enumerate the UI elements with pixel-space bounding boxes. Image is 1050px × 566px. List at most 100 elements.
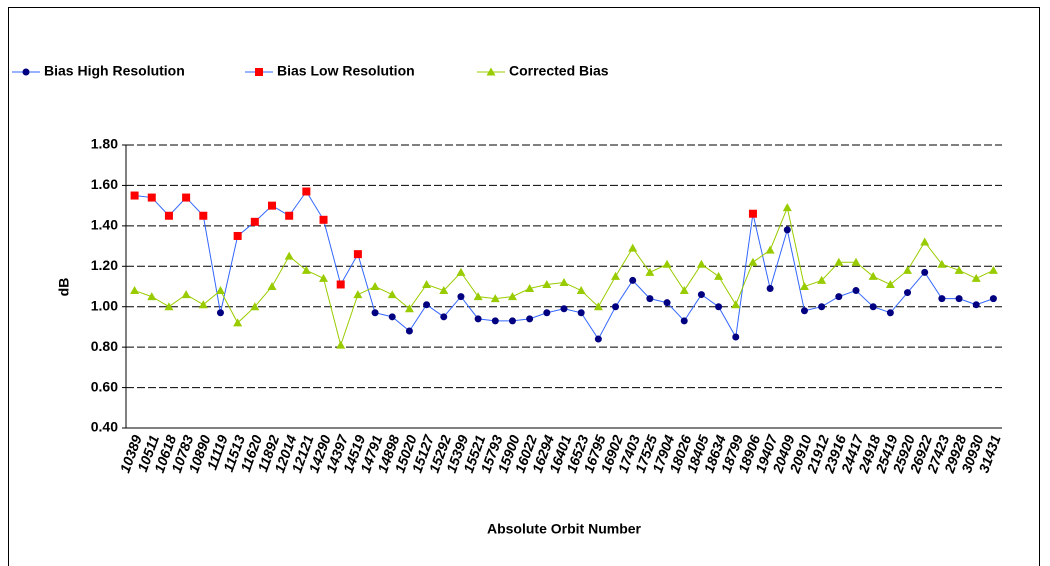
point [748, 209, 757, 218]
point [612, 303, 620, 311]
point [147, 193, 156, 202]
point [353, 290, 363, 299]
point [852, 287, 860, 295]
point [284, 251, 294, 260]
point [628, 243, 638, 252]
point [868, 271, 878, 280]
point [885, 279, 895, 288]
point [869, 303, 877, 311]
point [268, 201, 276, 210]
point [679, 286, 689, 295]
point [130, 286, 140, 295]
point [714, 271, 724, 280]
chart-border [8, 7, 1040, 566]
point [593, 302, 603, 311]
point [216, 309, 224, 317]
point [765, 245, 775, 254]
y-axis-title: dB [56, 278, 72, 297]
point [164, 211, 173, 220]
point [215, 286, 225, 295]
point [937, 259, 947, 268]
point [439, 286, 449, 295]
point [920, 237, 930, 246]
point [267, 282, 277, 290]
legend-label: Bias High Resolution [44, 63, 185, 79]
point [353, 250, 362, 259]
point [456, 267, 466, 276]
point [662, 259, 672, 268]
point [474, 315, 482, 323]
y-tick-label: 1.80 [91, 136, 118, 152]
point [181, 290, 191, 299]
point [972, 301, 980, 309]
point [250, 302, 260, 311]
point [526, 315, 534, 323]
point [954, 265, 964, 274]
point [834, 257, 844, 266]
point [423, 301, 431, 309]
legend-marker [22, 68, 30, 76]
point [560, 305, 568, 313]
point [404, 304, 414, 313]
point [783, 226, 791, 234]
y-tick-label: 1.00 [91, 297, 118, 313]
point [198, 300, 208, 309]
point [766, 285, 774, 293]
point [731, 300, 741, 309]
point [748, 257, 758, 266]
point [182, 193, 191, 202]
point [508, 317, 516, 325]
point [645, 267, 655, 276]
point [817, 275, 827, 284]
point [594, 335, 602, 343]
point [697, 291, 705, 299]
point [319, 215, 328, 224]
point [130, 191, 139, 200]
legend-label: Corrected Bias [509, 63, 609, 79]
point [422, 279, 432, 288]
point [904, 289, 912, 297]
point [715, 303, 723, 311]
point [233, 318, 243, 327]
point [388, 313, 396, 321]
point [989, 295, 997, 303]
point [164, 302, 174, 311]
point [988, 265, 998, 274]
x-axis-title: Absolute Orbit Number [487, 521, 642, 537]
legend-marker [486, 67, 496, 76]
point [285, 211, 294, 220]
legend-marker [255, 68, 263, 76]
point [440, 313, 448, 321]
point [886, 309, 894, 317]
point [577, 309, 585, 317]
y-tick-label: 0.40 [91, 419, 118, 435]
point [387, 290, 397, 299]
point [370, 282, 380, 290]
point [250, 217, 259, 226]
point [302, 187, 311, 196]
point [646, 295, 654, 303]
point [680, 317, 688, 325]
point [782, 203, 792, 212]
y-tick-label: 1.40 [91, 217, 118, 233]
y-tick-label: 0.60 [91, 378, 118, 394]
legend-label: Bias Low Resolution [277, 63, 415, 79]
point [336, 280, 345, 289]
point [405, 327, 413, 335]
point [835, 293, 843, 301]
y-tick-label: 1.20 [91, 257, 118, 273]
point [473, 292, 483, 301]
y-tick-label: 1.60 [91, 176, 118, 192]
point [663, 299, 671, 307]
point [457, 293, 465, 301]
y-tick-label: 0.80 [91, 338, 118, 354]
point [851, 257, 861, 266]
point [542, 279, 552, 288]
point [490, 294, 500, 303]
point [611, 271, 621, 280]
point [199, 211, 208, 220]
point [971, 273, 981, 282]
point [507, 292, 517, 301]
point [491, 317, 499, 325]
